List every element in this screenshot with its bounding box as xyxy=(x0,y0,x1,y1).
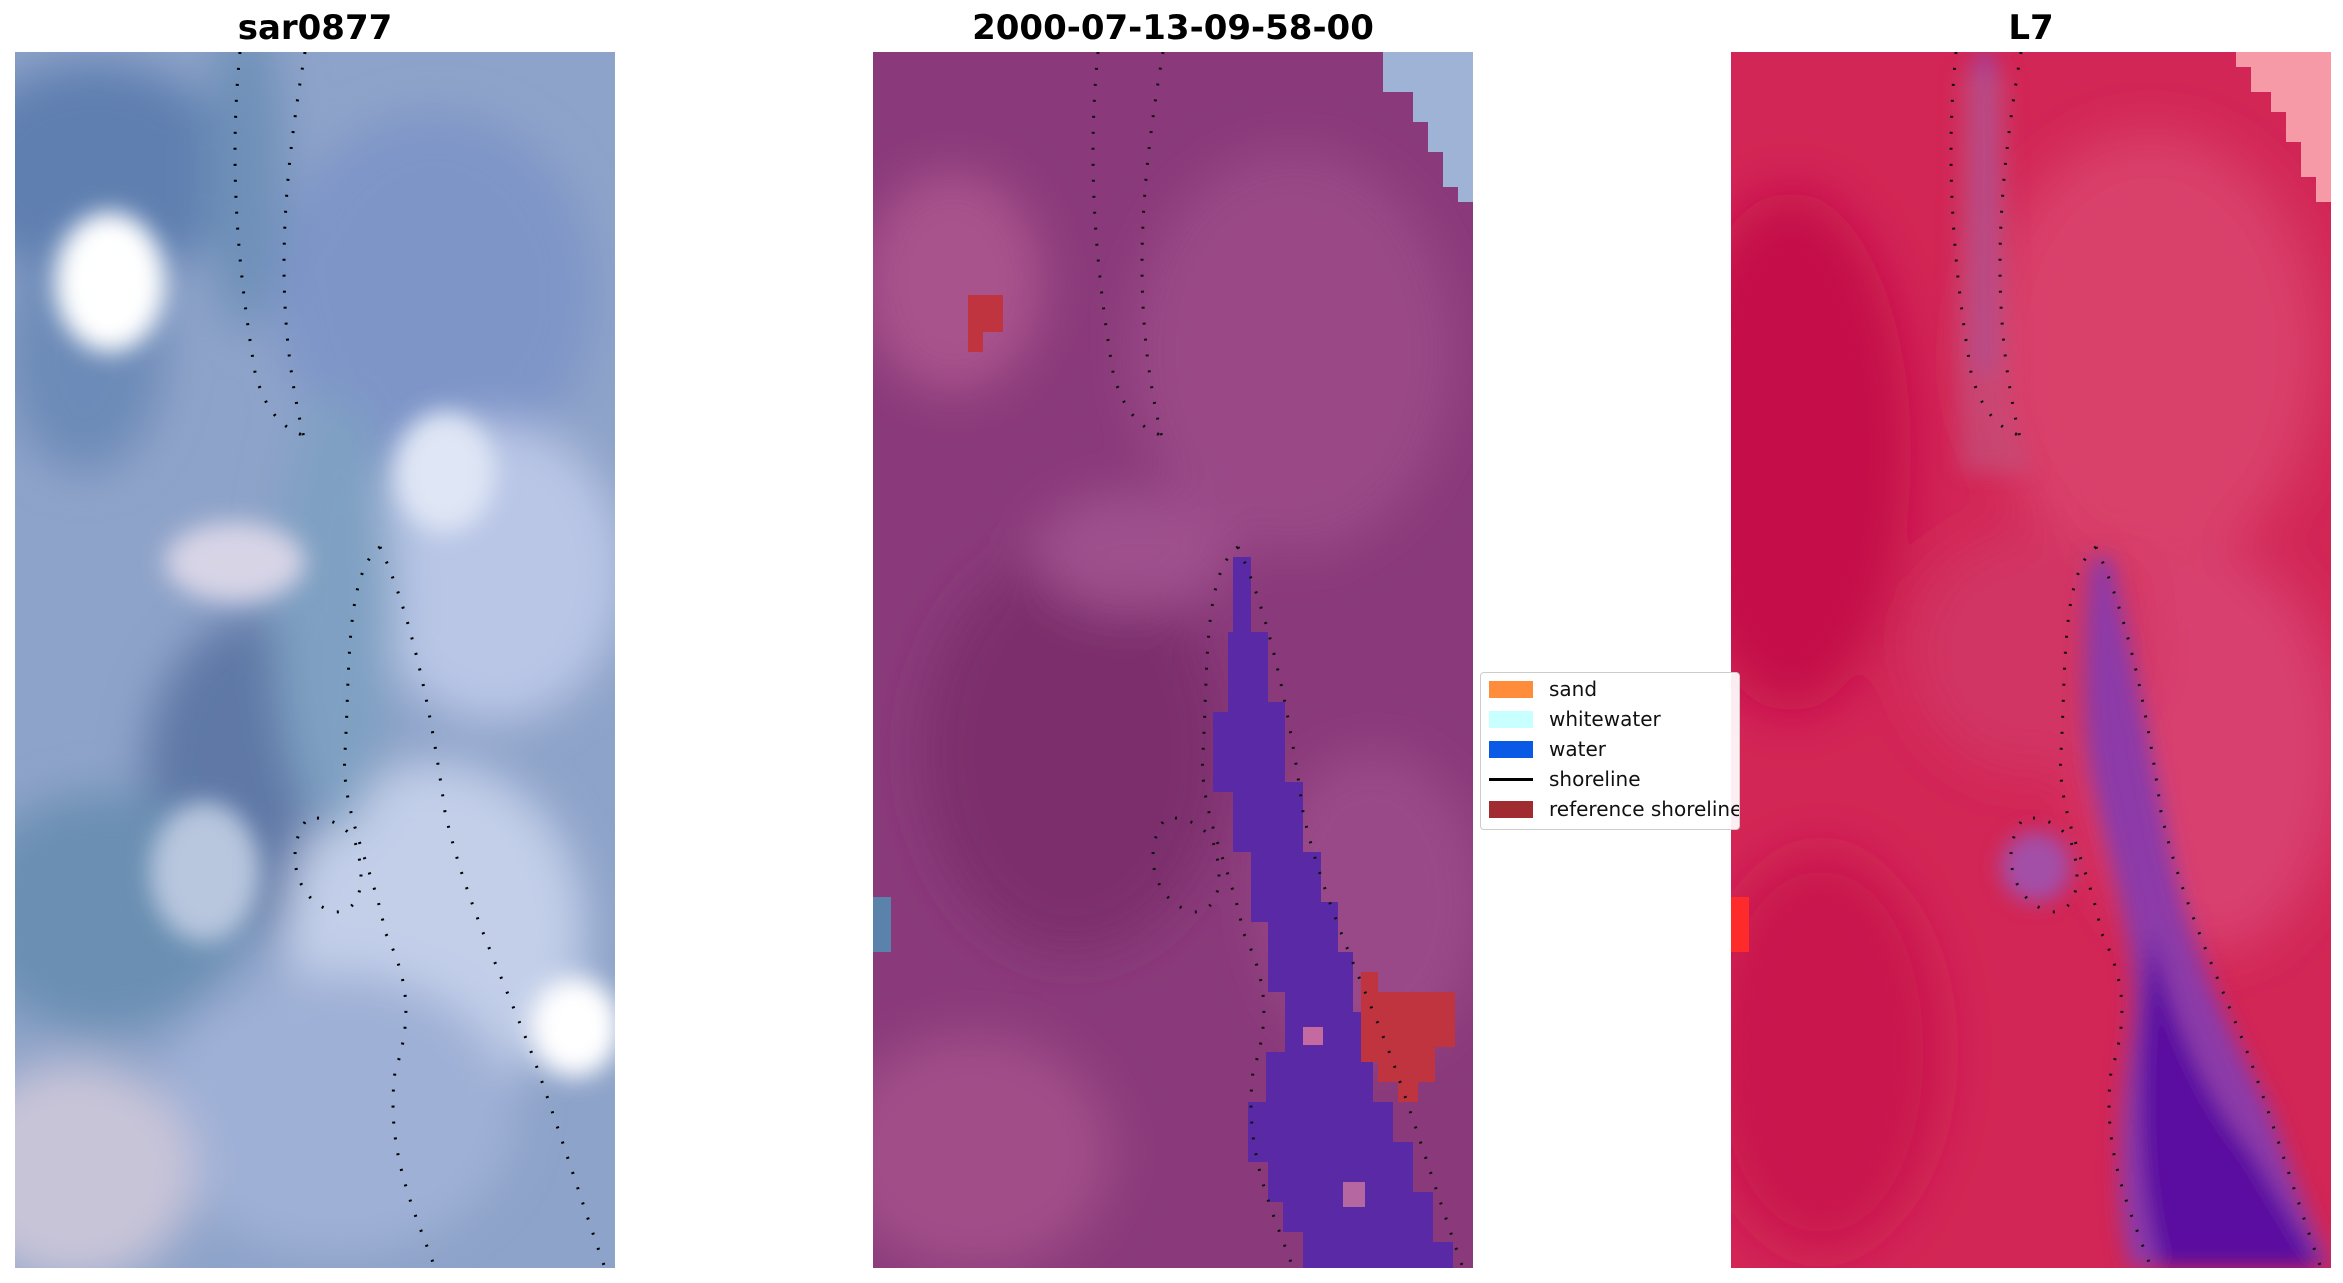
legend-label-sand: sand xyxy=(1549,677,1598,701)
shoreline-dots-classified xyxy=(1091,52,1465,1268)
legend-swatch-whitewater xyxy=(1489,710,1533,728)
index-image xyxy=(1731,52,2331,1268)
legend-label-reference-shoreline: reference shoreline xyxy=(1549,797,1740,821)
legend-swatch-water xyxy=(1489,740,1533,758)
shoreline-dots xyxy=(233,52,607,1268)
legend-item-water: water xyxy=(1489,737,1606,761)
rgb-image-panel xyxy=(15,52,615,1268)
rgb-image xyxy=(15,52,615,1268)
legend-label-whitewater: whitewater xyxy=(1549,707,1661,731)
classified-image-panel xyxy=(873,52,1473,1268)
legend-swatch-reference-shoreline xyxy=(1489,800,1533,818)
legend-item-shoreline: shoreline xyxy=(1489,767,1641,791)
legend-swatch-sand xyxy=(1489,680,1533,698)
legend: sand whitewater water shoreline referenc… xyxy=(1480,672,1740,830)
legend-label-water: water xyxy=(1549,737,1606,761)
index-image-panel xyxy=(1731,52,2331,1268)
panel-title-rgb: sar0877 xyxy=(237,8,393,48)
legend-item-whitewater: whitewater xyxy=(1489,707,1661,731)
legend-line-shoreline xyxy=(1489,777,1533,781)
legend-label-shoreline: shoreline xyxy=(1549,767,1641,791)
legend-item-sand: sand xyxy=(1489,677,1597,701)
legend-item-reference-shoreline: reference shoreline xyxy=(1489,797,1740,821)
panel-title-index: L7 xyxy=(2008,8,2054,48)
panel-title-classified: 2000-07-13-09-58-00 xyxy=(972,8,1374,48)
classified-image xyxy=(873,52,1473,1268)
shoreline-dots-index xyxy=(1949,52,2323,1268)
